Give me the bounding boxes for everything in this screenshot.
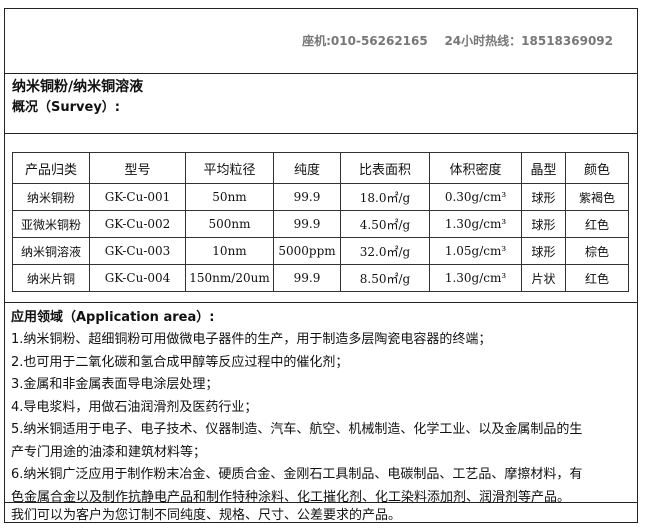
table-cell: 10nm [185, 237, 274, 265]
table-cell: 150nm/20um [185, 264, 274, 292]
table-row: 纳米铜溶液 GK-Cu-003 10nm 5000ppm 32.0㎡/g 1.05g/cm… [12, 237, 629, 265]
table-cell: 8.50㎡/g [340, 264, 430, 292]
table-cell: GK-Cu-003 [89, 237, 186, 265]
table-cell: 片状 [521, 264, 566, 292]
table-cell: 5000ppm [273, 237, 341, 265]
table-cell: 1.05g/cm³ [429, 237, 522, 265]
application-line: 5.纳米铜适用于电子、电子技术、仪器制造、汽车、航空、机械制造、化学工业、以及金… [11, 422, 583, 437]
table-cell: 亚微米铜粉 [12, 210, 90, 238]
column-header: 产品归类 [12, 152, 90, 184]
application-line: 2.也可用于二氧化碳和氢合成甲醇等反应过程中的催化剂； [11, 354, 349, 370]
table-row: 纳米铜粉 GK-Cu-001 50nm 99.9 18.0㎡/g 0.30g/cm³ 球形紫… [12, 183, 629, 211]
table-cell: 红色 [565, 210, 629, 238]
spec-section: 产品归类 型号 平均粒径 纯度 比表面积 体积密度 晶型 颜色 纳米铜粉 GK-Cu-001 50… [4, 133, 638, 302]
table-cell: GK-Cu-002 [89, 210, 186, 238]
contact-phone: 座机:010-56262165 24小时热线：18518369092 [302, 34, 613, 48]
column-header: 比表面积 [340, 152, 430, 184]
table-cell: GK-Cu-004 [89, 264, 186, 292]
survey-heading: 概况（Survey）: [12, 100, 120, 115]
table-cell: 50nm [185, 183, 274, 211]
table-cell: 球形 [521, 183, 566, 211]
footer-text: 我们可以为客户为您订制不同纯度、规格、尺寸、公差要求的产品。 [11, 508, 402, 523]
table-cell: 99.9 [273, 264, 341, 292]
application-line: 4.导电浆料，用做石油润滑剂及医药行业； [11, 399, 258, 415]
application-heading: 应用领域（Application area）: [11, 310, 215, 325]
header: 座机:010-56262165 24小时热线：18518369092 [4, 8, 638, 73]
table-cell: 红色 [565, 264, 629, 292]
column-header: 体积密度 [429, 152, 522, 184]
column-header: 颜色 [565, 152, 629, 184]
table-row: 亚微米铜粉 GK-Cu-002 500nm 99.9 4.50㎡/g 1.30g/cm³ 球… [12, 210, 629, 238]
application-line: 3.金属和非金属表面导电涂层处理； [11, 377, 219, 392]
table-cell: 球形 [521, 237, 566, 265]
column-header: 纯度 [273, 152, 341, 184]
table-cell: 4.50㎡/g [340, 210, 430, 238]
table-cell: 紫褐色 [565, 183, 629, 211]
application-line: 1.纳米铜粉、超细铜粉可用做微电子器件的生产，用于制造多层陶瓷电容器的终端； [11, 332, 492, 347]
table-cell: 1.30g/cm³ [429, 264, 522, 292]
application-line: 产专门用途的油漆和建筑材料等； [11, 444, 207, 460]
intro-section: 纳米铜粉/纳米铜溶液 概况（Survey）: [4, 73, 638, 133]
table-cell: 500nm [185, 210, 274, 238]
application-section: 应用领域（Application area）: 1.纳米铜粉、超细铜粉可用做微电… [4, 302, 638, 505]
table-cell: 32.0㎡/g [340, 237, 430, 265]
table-cell: 球形 [521, 210, 566, 238]
table-cell: 99.9 [273, 183, 341, 211]
table-cell: 99.9 [273, 210, 341, 238]
footer: 我们可以为客户为您订制不同纯度、规格、尺寸、公差要求的产品。 [4, 502, 638, 523]
table-cell: 18.0㎡/g [340, 183, 430, 211]
table-cell: 纳米铜粉 [12, 183, 90, 211]
column-header: 平均粒径 [185, 152, 274, 184]
table-header-row: 产品归类 型号 平均粒径 纯度 比表面积 体积密度 晶型 颜色 [12, 152, 629, 184]
column-header: 晶型 [521, 152, 566, 184]
column-header: 型号 [89, 152, 186, 184]
product-title: 纳米铜粉/纳米铜溶液 [12, 79, 144, 95]
table-row: 纳米片铜 GK-Cu-004 150nm/20um 99.9 8.50㎡/g 1.30g/… [12, 264, 629, 292]
table-cell: 纳米片铜 [12, 264, 90, 292]
spec-table: 产品归类 型号 平均粒径 纯度 比表面积 体积密度 晶型 颜色 纳米铜粉 GK-Cu-001 50… [12, 152, 629, 292]
table-cell: 棕色 [565, 237, 629, 265]
table-cell: 纳米铜溶液 [12, 237, 90, 265]
table-cell: 0.30g/cm³ [429, 183, 522, 211]
application-line: 色金属合金以及制作抗静电产品和制作特种涂料、化工摧化剂、化工染料添加剂、润滑剂等… [11, 489, 571, 505]
table-cell: GK-Cu-001 [89, 183, 186, 211]
application-line: 6.纳米铜广泛应用于制作粉末冶金、硬质合金、金刚石工具制品、电碳制品、工艺品、摩… [11, 467, 583, 482]
table-cell: 1.30g/cm³ [429, 210, 522, 238]
